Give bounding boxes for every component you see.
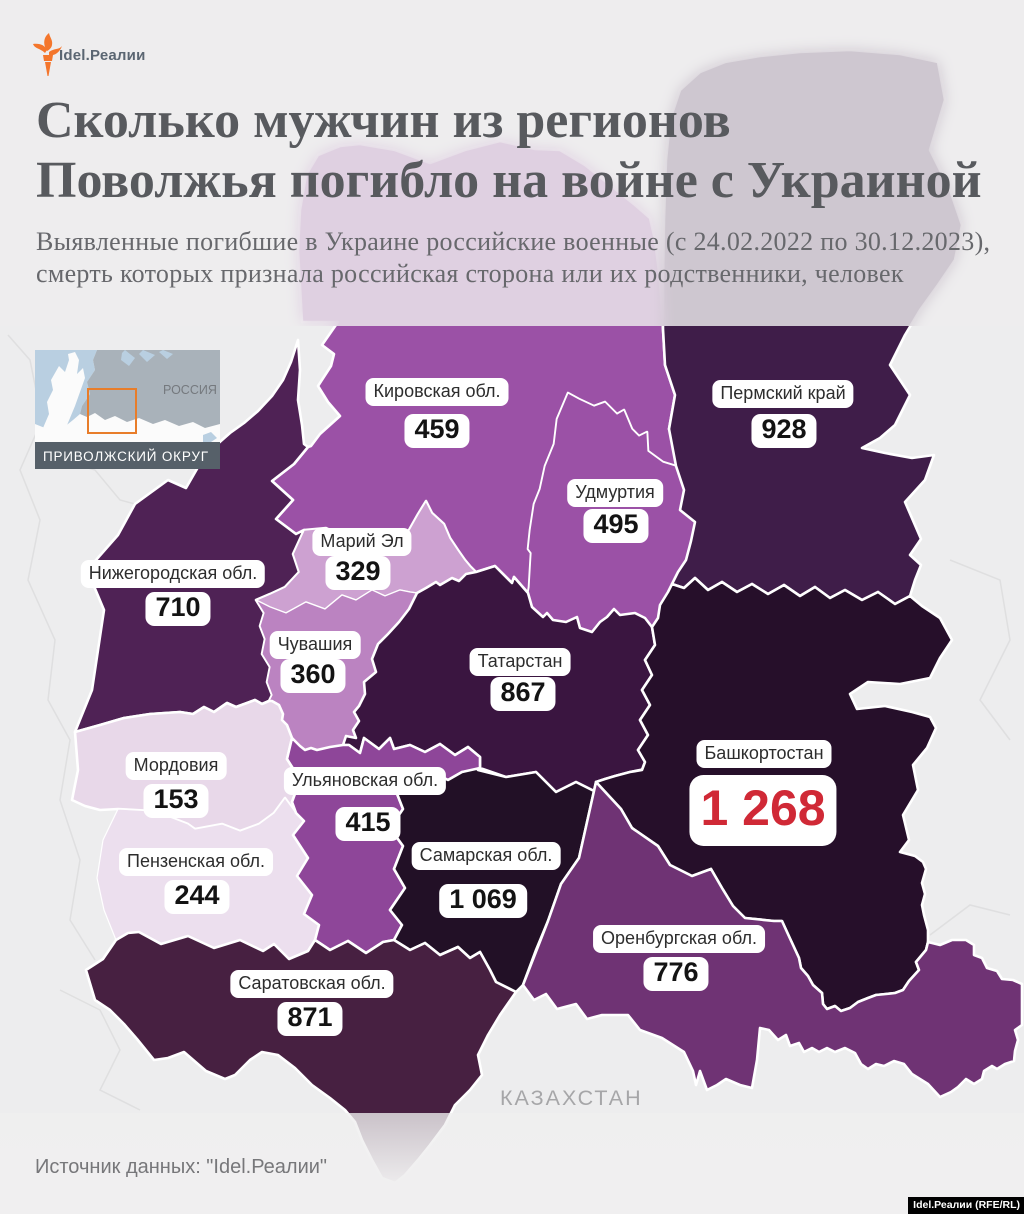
svg-text:ПРИВОЛЖСКИЙ ОКРУГ: ПРИВОЛЖСКИЙ ОКРУГ <box>43 449 209 464</box>
svg-text:РОССИЯ: РОССИЯ <box>163 383 217 397</box>
